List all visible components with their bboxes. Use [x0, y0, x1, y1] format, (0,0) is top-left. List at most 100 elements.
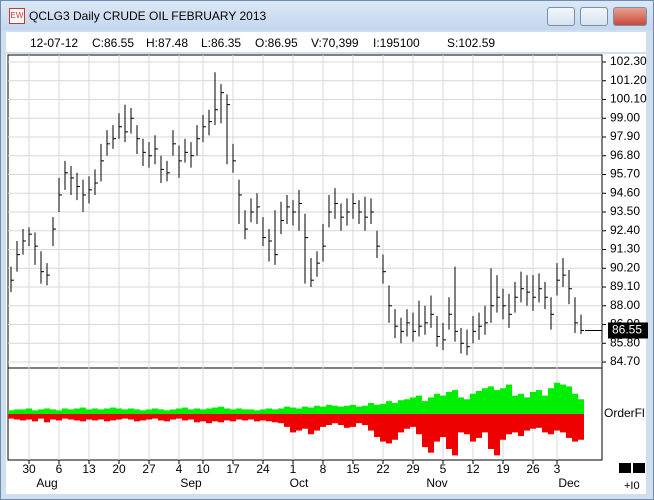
order-flow-bar — [320, 414, 326, 427]
info-field: 12-07-12 — [30, 36, 79, 50]
corner-swatch — [619, 463, 631, 473]
order-flow-bar — [308, 407, 314, 414]
order-flow-bar — [410, 397, 416, 414]
order-flow-bar — [458, 397, 464, 414]
order-flow-bar — [440, 395, 446, 414]
order-flow-bar — [326, 414, 332, 426]
order-flow-bar — [314, 414, 320, 431]
order-flow-bar — [536, 414, 542, 428]
order-flow-bar — [104, 414, 110, 422]
order-flow-bar — [50, 409, 56, 414]
order-flow-bar — [296, 414, 302, 431]
order-flow-bar — [284, 406, 290, 414]
close-button[interactable] — [613, 7, 647, 26]
order-flow-bar — [452, 390, 458, 414]
y-tick-label: 88.00 — [610, 298, 640, 312]
order-flow-bar — [176, 408, 182, 414]
order-flow-bar — [416, 414, 422, 435]
order-flow-bar — [398, 414, 404, 433]
y-tick-label: 94.60 — [610, 185, 640, 199]
last-price-label: 86.55 — [612, 323, 642, 337]
order-flow-bar — [422, 401, 428, 414]
order-flow-bar — [146, 414, 152, 420]
x-tick-label: 29 — [406, 462, 420, 476]
info-field: I:195100 — [373, 36, 420, 50]
order-flow-bar — [470, 393, 476, 414]
y-tick-label: 93.50 — [610, 204, 640, 218]
order-flow-bar — [248, 414, 254, 420]
order-flow-bar — [188, 414, 194, 420]
order-flow-bar — [170, 414, 176, 420]
minimize-button[interactable] — [547, 7, 575, 26]
order-flow-bar — [242, 414, 248, 421]
order-flow-bar — [284, 414, 290, 427]
y-tick-label: 85.80 — [610, 335, 640, 349]
order-flow-bar — [128, 408, 134, 414]
order-flow-bar — [476, 391, 482, 414]
info-field: C:86.55 — [92, 36, 135, 50]
order-flow-bar — [338, 406, 344, 414]
order-flow-bar — [530, 391, 536, 414]
order-flow-bar — [272, 409, 278, 414]
order-flow-bar — [176, 414, 182, 419]
order-flow-bar — [110, 407, 116, 414]
order-flow-bar — [446, 391, 452, 414]
x-tick-label: 30 — [22, 462, 36, 476]
x-tick-label: 15 — [346, 462, 360, 476]
maximize-button[interactable] — [580, 7, 608, 26]
order-flow-bar — [266, 408, 272, 414]
order-flow-bar — [224, 414, 230, 421]
order-flow-bar — [98, 409, 104, 414]
order-flow-bar — [74, 414, 80, 421]
order-flow-bar — [416, 395, 422, 414]
order-flow-bar — [14, 414, 20, 420]
month-label: Sep — [180, 476, 202, 490]
order-flow-bar — [182, 407, 188, 414]
order-flow-bar — [470, 414, 476, 442]
order-flow-bar — [392, 402, 398, 414]
y-tick-label: 99.00 — [610, 110, 640, 124]
x-tick-label: 3 — [554, 462, 561, 476]
x-tick-label: 8 — [320, 462, 327, 476]
order-flow-bar — [266, 414, 272, 422]
order-flow-bar — [32, 410, 38, 414]
order-flow-bar — [122, 414, 128, 419]
order-flow-bar — [320, 406, 326, 414]
order-flow-bar — [374, 404, 380, 414]
order-flow-bar — [338, 414, 344, 426]
order-flow-bar — [332, 405, 338, 414]
order-flow-bar — [560, 384, 566, 414]
order-flow-bar — [458, 414, 464, 433]
order-flow-bar — [554, 382, 560, 414]
y-tick-label: 84.70 — [610, 354, 640, 368]
order-flow-bar — [224, 408, 230, 414]
order-flow-bar — [212, 407, 218, 414]
x-tick-label: 24 — [256, 462, 270, 476]
title-bar: EW QCLG3 Daily CRUDE OIL FEBRUARY 2013 — [1, 1, 653, 30]
order-flow-bar — [362, 414, 368, 426]
order-flow-bar — [92, 408, 98, 414]
order-flow-bar — [200, 414, 206, 422]
order-flow-bar — [350, 404, 356, 414]
order-flow-bar — [50, 414, 56, 420]
x-tick-label: 1 — [290, 462, 297, 476]
order-flow-bar — [302, 414, 308, 429]
order-flow-bar — [548, 388, 554, 414]
x-tick-label: 27 — [142, 462, 156, 476]
order-flow-bar — [194, 414, 200, 423]
order-flow-bar — [518, 414, 524, 437]
order-flow-bar — [434, 393, 440, 414]
order-flow-bar — [152, 408, 158, 414]
info-field: O:86.95 — [255, 36, 298, 50]
order-flow-bar — [116, 414, 122, 420]
order-flow-bar — [260, 409, 266, 414]
info-bar: 12-07-12 C:86.55 H:87.48 L:86.35 O:86.95 V:70… — [6, 32, 646, 52]
y-tick-label: 95.70 — [610, 167, 640, 181]
window-title: QCLG3 Daily CRUDE OIL FEBRUARY 2013 — [29, 9, 267, 23]
order-flow-bar — [8, 410, 14, 414]
order-flow-bar — [20, 414, 26, 421]
order-flow-bar — [56, 410, 62, 414]
order-flow-bar — [242, 409, 248, 414]
info-field: H:87.48 — [146, 36, 189, 50]
